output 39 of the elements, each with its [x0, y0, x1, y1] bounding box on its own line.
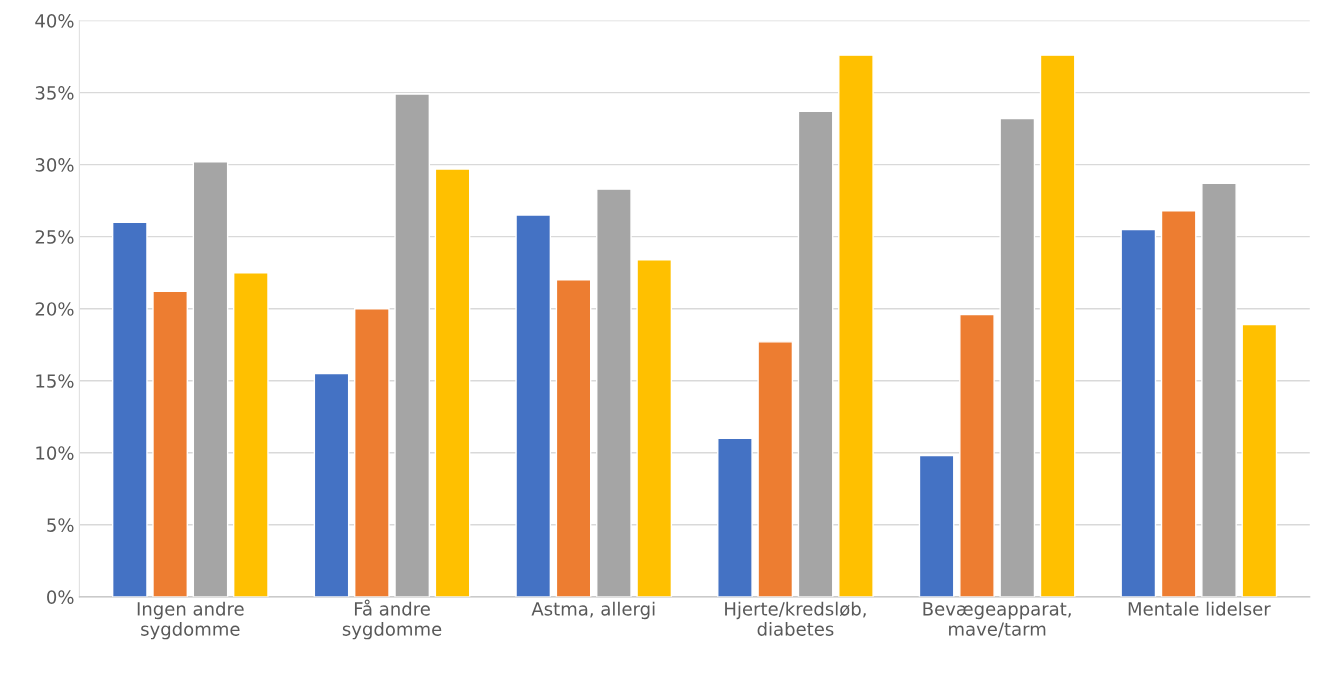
bar — [757, 341, 794, 597]
bar — [152, 290, 188, 597]
bar — [313, 372, 350, 597]
y-tick-label: 15% — [36, 374, 74, 388]
y-tick-label: 0% — [47, 590, 74, 604]
y-tick-label: 10% — [36, 446, 74, 460]
x-tick-label: Få andre sygdomme — [342, 599, 442, 640]
y-tick-label: 20% — [35, 302, 74, 316]
bar — [1160, 210, 1197, 597]
bar — [918, 454, 955, 597]
bar — [1039, 54, 1076, 597]
bar — [596, 188, 632, 597]
bar — [555, 279, 592, 597]
bar — [838, 54, 874, 597]
x-tick-label: Bevægeapparat, mave/tarm — [923, 602, 1071, 638]
bar — [515, 214, 552, 597]
bar — [999, 117, 1036, 597]
bar — [354, 308, 390, 597]
x-tick-label: Mentale lidelser — [1128, 601, 1271, 616]
y-tick-label: 30% — [35, 158, 74, 172]
bar — [232, 271, 269, 597]
bar — [1120, 228, 1157, 597]
bar — [192, 161, 229, 597]
y-tick-label: 40% — [35, 14, 74, 28]
y-tick-label: 5% — [47, 518, 74, 532]
bar — [959, 313, 995, 597]
bar — [111, 221, 148, 597]
bar — [394, 93, 431, 597]
bar — [717, 437, 753, 597]
x-tick-label: Hjerte/kredsløb, diabetes — [725, 601, 866, 636]
y-tick-label: 35% — [35, 86, 74, 100]
bar — [1241, 323, 1278, 597]
bar — [636, 259, 673, 597]
bar — [434, 168, 471, 597]
bar — [1201, 182, 1237, 597]
bar — [797, 110, 834, 597]
x-tick-label: Astma, allergi — [531, 601, 655, 620]
x-tick-label: Ingen andre sygdomme — [137, 601, 244, 640]
y-tick-label: 25% — [35, 230, 74, 244]
